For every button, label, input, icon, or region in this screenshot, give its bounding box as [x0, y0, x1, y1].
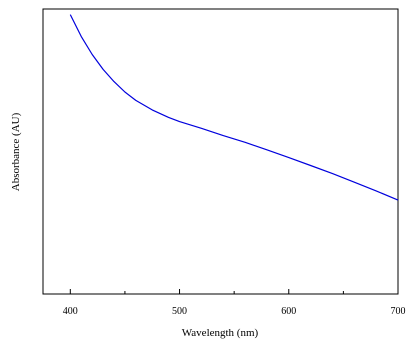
- plot-frame: [42, 8, 399, 295]
- absorbance-series-line: [69, 14, 399, 201]
- x-axis-tick-labels: 400 500 600 700: [63, 306, 406, 317]
- x-axis-title: Wavelength (nm): [182, 327, 259, 339]
- series-layer: [69, 14, 399, 201]
- y-axis-title: Absorbance (AU): [10, 112, 22, 191]
- x-tick-label: 600: [281, 306, 296, 317]
- x-axis-ticks: [69, 289, 399, 294]
- x-tick-label: 500: [172, 306, 187, 317]
- x-tick-label: 400: [63, 306, 78, 317]
- x-tick-label: 700: [391, 306, 406, 317]
